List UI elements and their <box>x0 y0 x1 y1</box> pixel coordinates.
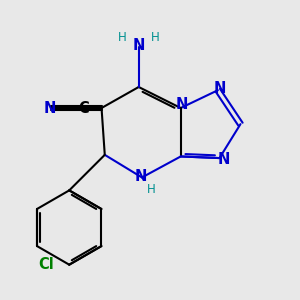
Text: N: N <box>218 152 230 167</box>
Text: N: N <box>213 81 226 96</box>
Text: H: H <box>151 31 160 44</box>
Text: C: C <box>78 101 89 116</box>
Text: N: N <box>133 38 145 52</box>
Text: H: H <box>118 31 126 44</box>
Text: Cl: Cl <box>38 256 54 272</box>
Text: N: N <box>44 100 56 116</box>
Text: N: N <box>135 169 148 184</box>
Text: N: N <box>176 97 188 112</box>
Text: H: H <box>147 183 156 196</box>
